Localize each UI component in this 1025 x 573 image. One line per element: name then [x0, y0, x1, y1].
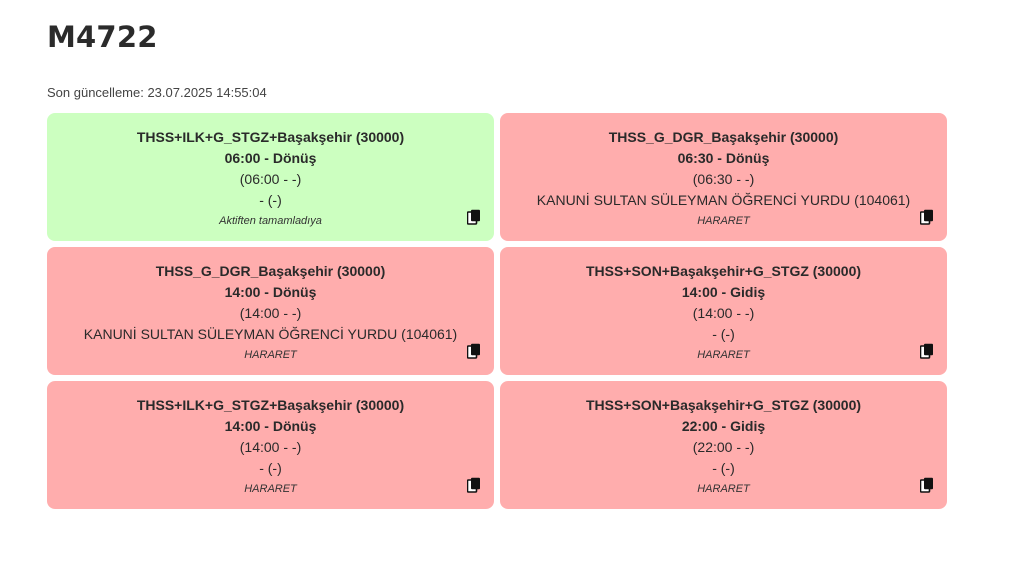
- card-times: (14:00 - -): [239, 439, 302, 455]
- card-location: - (-): [259, 192, 282, 208]
- card-route: THSS_G_DGR_Başakşehir (30000): [608, 129, 839, 145]
- last-update-text: Son güncelleme: 23.07.2025 14:55:04: [47, 85, 267, 100]
- card-location: - (-): [712, 326, 735, 342]
- card-route: THSS_G_DGR_Başakşehir (30000): [155, 263, 386, 279]
- card-trip: 06:00 - Dönüş: [224, 150, 317, 166]
- trip-card-grid: THSS+ILK+G_STGZ+Başakşehir (30000) 06:00…: [47, 113, 947, 509]
- card-trip: 06:30 - Dönüş: [677, 150, 770, 166]
- trip-card[interactable]: THSS+SON+Başakşehir+G_STGZ (30000) 14:00…: [500, 247, 947, 375]
- card-times: (06:00 - -): [239, 171, 302, 187]
- card-status: HARARET: [697, 349, 750, 361]
- trip-card[interactable]: THSS+ILK+G_STGZ+Başakşehir (30000) 06:00…: [47, 113, 494, 241]
- card-route: THSS+SON+Başakşehir+G_STGZ (30000): [585, 397, 862, 413]
- card-status: Aktiften tamamladıya: [219, 215, 322, 227]
- card-trip: 22:00 - Gidiş: [681, 418, 766, 434]
- card-route: THSS+SON+Başakşehir+G_STGZ (30000): [585, 263, 862, 279]
- trip-card[interactable]: THSS+SON+Başakşehir+G_STGZ (30000) 22:00…: [500, 381, 947, 509]
- card-trip: 14:00 - Gidiş: [681, 284, 766, 300]
- trip-card[interactable]: THSS_G_DGR_Başakşehir (30000) 14:00 - Dö…: [47, 247, 494, 375]
- trip-card[interactable]: THSS+ILK+G_STGZ+Başakşehir (30000) 14:00…: [47, 381, 494, 509]
- card-status: HARARET: [697, 483, 750, 495]
- copy-icon[interactable]: [466, 343, 481, 359]
- copy-icon[interactable]: [466, 209, 481, 225]
- copy-icon[interactable]: [466, 477, 481, 493]
- card-location: KANUNİ SULTAN SÜLEYMAN ÖĞRENCİ YURDU (10…: [83, 326, 458, 342]
- card-location: KANUNİ SULTAN SÜLEYMAN ÖĞRENCİ YURDU (10…: [536, 192, 911, 208]
- card-status: HARARET: [244, 349, 297, 361]
- copy-icon[interactable]: [919, 477, 934, 493]
- card-times: (14:00 - -): [692, 305, 755, 321]
- card-status: HARARET: [697, 215, 750, 227]
- card-route: THSS+ILK+G_STGZ+Başakşehir (30000): [136, 129, 405, 145]
- card-trip: 14:00 - Dönüş: [224, 418, 317, 434]
- card-times: (06:30 - -): [692, 171, 755, 187]
- page-title: M4722: [47, 20, 158, 54]
- card-route: THSS+ILK+G_STGZ+Başakşehir (30000): [136, 397, 405, 413]
- copy-icon[interactable]: [919, 343, 934, 359]
- card-times: (14:00 - -): [239, 305, 302, 321]
- copy-icon[interactable]: [919, 209, 934, 225]
- trip-card[interactable]: THSS_G_DGR_Başakşehir (30000) 06:30 - Dö…: [500, 113, 947, 241]
- card-location: - (-): [259, 460, 282, 476]
- card-status: HARARET: [244, 483, 297, 495]
- card-location: - (-): [712, 460, 735, 476]
- card-trip: 14:00 - Dönüş: [224, 284, 317, 300]
- card-times: (22:00 - -): [692, 439, 755, 455]
